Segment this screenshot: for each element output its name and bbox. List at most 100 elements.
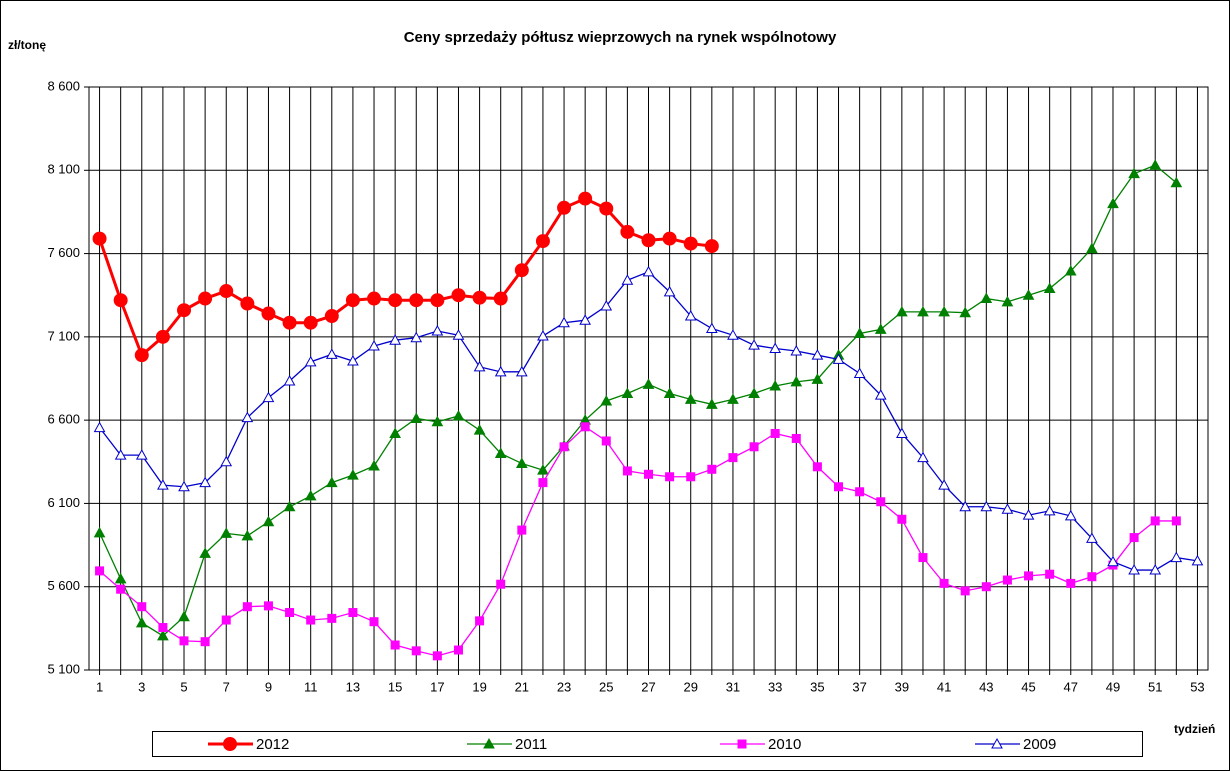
point [684,310,697,321]
point [262,391,275,403]
point [665,472,675,482]
x-tick-label: 47 [1064,679,1078,694]
y-tick-label: 7 100 [47,328,80,343]
point [514,263,529,278]
y-tick-label: 7 600 [47,245,80,260]
point [662,231,677,246]
x-tick-label: 33 [768,679,782,694]
point [347,354,359,366]
point [980,292,993,304]
point [348,608,358,618]
point [727,393,739,404]
point [790,344,803,356]
point [537,464,549,475]
point [938,479,950,490]
point [515,365,528,377]
point [220,455,233,467]
point [473,360,486,372]
x-axis-label: tydzień [1174,722,1215,736]
point [684,393,697,404]
point [704,239,719,254]
x-tick-label: 37 [852,679,866,694]
x-tick-label: 45 [1021,679,1035,694]
point [790,375,803,387]
point [853,327,866,339]
point [749,442,759,452]
point [537,329,549,341]
point [135,449,148,460]
point [981,582,991,592]
point [663,387,676,398]
point [1043,504,1056,516]
point [1170,551,1183,563]
point [325,476,338,488]
point [1129,533,1139,543]
point [811,349,824,360]
x-tick-label: 35 [810,679,824,694]
point [221,615,231,625]
y-tick-label: 6 600 [47,412,80,427]
point [261,306,276,321]
legend-label: 2011 [515,736,547,753]
x-tick-label: 25 [599,679,613,694]
point [494,365,507,377]
point [770,428,780,438]
point [135,616,148,628]
point [283,374,296,386]
point [621,274,634,285]
point [517,525,527,535]
point [1024,571,1034,581]
point [157,479,169,490]
point [431,415,444,427]
x-tick-label: 31 [726,679,740,694]
x-tick-label: 43 [979,679,993,694]
point [155,329,170,344]
point [897,514,907,524]
point [980,500,993,512]
point [811,373,824,384]
point [939,578,949,588]
point [600,300,613,311]
point [1128,564,1140,575]
point [601,436,611,446]
x-tick-label: 19 [472,679,486,694]
legend-label: 2009 [1023,736,1056,753]
point [599,201,614,216]
point [557,200,572,215]
point [876,497,886,507]
point [431,324,444,336]
point [1087,572,1097,582]
point [1107,197,1119,209]
point [177,303,192,318]
point [917,305,929,317]
point [242,602,252,612]
legend-marker [483,737,495,749]
point [475,616,485,626]
x-tick-label: 15 [388,679,402,694]
point [959,500,972,512]
point [263,601,273,611]
point [241,411,254,423]
point [367,291,382,306]
point [1022,509,1035,520]
point [855,487,865,497]
point [157,629,169,641]
x-tick-label: 41 [937,679,951,694]
point [1045,569,1055,579]
x-tick-label: 17 [430,679,444,694]
point [538,478,548,488]
point [200,637,210,647]
point [1128,167,1140,179]
point [116,584,126,594]
point [683,236,698,251]
x-tick-label: 39 [895,679,909,694]
y-axis-label: zł/tonę [8,38,46,52]
x-tick-label: 11 [304,679,318,694]
point [114,449,127,460]
point [1086,532,1098,543]
y-tick-label: 5 600 [47,578,80,593]
point [388,293,403,308]
point [642,265,655,277]
point [285,608,295,618]
point [410,412,423,423]
